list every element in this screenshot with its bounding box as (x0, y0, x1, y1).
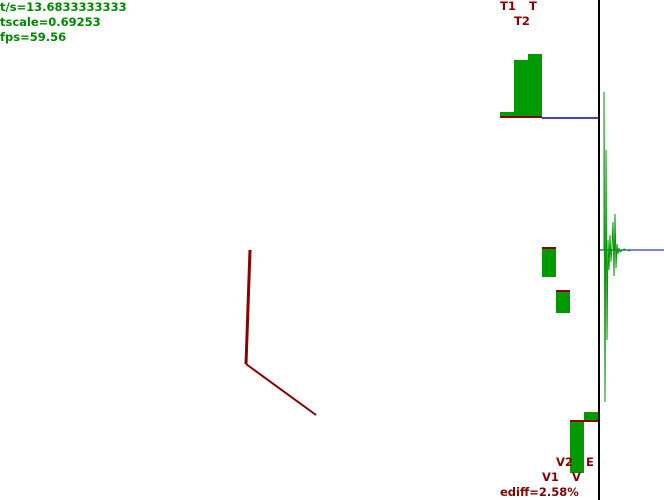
label-v2: V2 (556, 455, 573, 469)
energy-bar-lower-mid (556, 290, 570, 313)
potential-energy-bars (542, 247, 598, 473)
pendulum-lower-arm (245, 363, 317, 416)
double-pendulum (244, 249, 317, 416)
energy-bar-upper-mid (542, 247, 556, 277)
label-e: E (586, 455, 594, 469)
pendulum-upper-arm (244, 249, 252, 365)
label-t2: T2 (514, 14, 530, 28)
energy-bar-v (570, 421, 584, 473)
kinetic-energy-bars (500, 54, 542, 118)
ediff-readout: ediff=2.58% (500, 485, 579, 499)
fps-readout: fps=59.56 (0, 30, 66, 44)
label-v: V (572, 470, 581, 484)
signal-waveform (603, 91, 631, 403)
label-v1: V1 (542, 470, 559, 484)
time-readout: t/s=13.6833333333 (0, 0, 127, 14)
energy-bar-e (584, 412, 598, 421)
energy-bar-t (528, 54, 542, 118)
signal-trace (603, 91, 631, 403)
tscale-readout: tscale=0.69253 (0, 15, 101, 29)
energy-bar-t2 (514, 60, 528, 118)
label-t: T (529, 0, 537, 13)
label-t1: T1 (500, 0, 516, 13)
energy-bar-t1 (500, 112, 514, 118)
